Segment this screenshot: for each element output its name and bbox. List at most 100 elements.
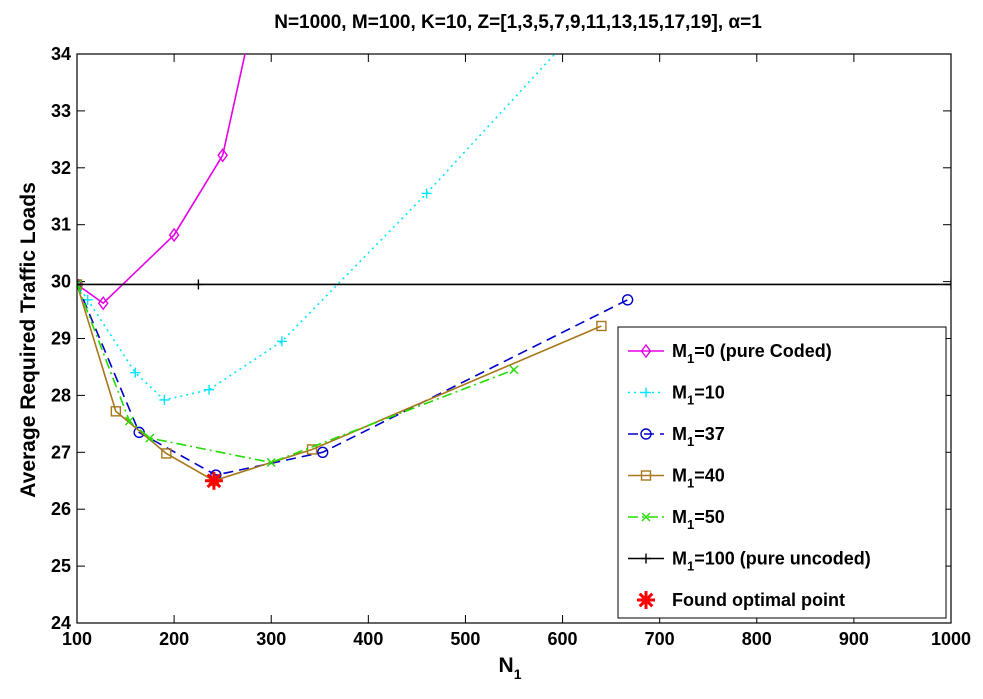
diamond-marker-shape — [77, 277, 83, 292]
data-point — [621, 294, 634, 306]
legend-label-sub: 1 — [687, 559, 694, 574]
legend-marker — [641, 553, 651, 564]
data-point — [77, 279, 82, 289]
data-point — [110, 406, 122, 417]
x-marker-b — [145, 433, 155, 443]
y-tick-label: 30 — [51, 272, 71, 292]
data-point — [124, 416, 134, 426]
series-5 — [77, 279, 951, 290]
legend-label-sub: 1 — [687, 517, 694, 532]
legend-label: M1=10 — [672, 383, 725, 408]
legend-label-main: M — [672, 341, 687, 361]
x-marker-b — [124, 416, 134, 426]
optimal-point-marker — [204, 471, 223, 490]
x-axis-title-main: N — [499, 654, 514, 677]
y-tick-label: 31 — [51, 215, 71, 235]
y-tick-label: 26 — [51, 499, 71, 519]
data-point — [77, 277, 83, 292]
square-marker-shape — [596, 320, 607, 332]
series-line — [77, 54, 556, 401]
legend-marker — [640, 470, 652, 481]
x-marker-b — [509, 365, 519, 375]
legend-label: M1=37 — [672, 424, 725, 449]
x-tick-label: 300 — [256, 629, 286, 649]
circle-marker-shape — [621, 294, 634, 306]
data-point — [97, 296, 109, 311]
x-axis-title: N1 — [499, 654, 522, 682]
series-1 — [77, 54, 556, 405]
legend-entry: Found optimal point — [637, 590, 845, 610]
y-tick-label: 32 — [51, 158, 71, 178]
y-tick-label: 24 — [51, 613, 71, 633]
legend-label-main: M — [672, 466, 687, 486]
circle-marker-shape — [316, 446, 329, 458]
data-point — [130, 367, 141, 378]
y-tick-label: 34 — [51, 44, 71, 64]
y-tick-label: 28 — [51, 385, 71, 405]
legend-box — [617, 326, 947, 619]
data-point — [193, 279, 204, 290]
data-point — [946, 279, 951, 290]
data-point — [596, 320, 607, 332]
y-tick-label: 29 — [51, 329, 71, 349]
legend-marker — [641, 387, 651, 398]
data-point — [77, 279, 82, 290]
legend-label-rest: =50 — [694, 507, 725, 527]
x-tick-label: 400 — [353, 629, 383, 649]
series-line — [77, 284, 602, 482]
data-point — [159, 394, 170, 405]
x-tick-label: 700 — [645, 629, 675, 649]
legend-label: M1=40 — [672, 466, 725, 491]
data-point — [276, 336, 287, 347]
series-4 — [77, 279, 519, 468]
data-point — [145, 433, 155, 443]
y-tick-label: 33 — [51, 101, 71, 121]
series-line — [77, 284, 515, 464]
x-tick-label: 600 — [548, 629, 578, 649]
y-tick-label: 27 — [51, 442, 71, 462]
series-0 — [77, 54, 246, 311]
data-point — [509, 365, 519, 375]
square-marker-shape — [640, 470, 652, 481]
data-point — [316, 446, 329, 458]
star-marker-d2 — [638, 592, 654, 608]
x-tick-label: 900 — [839, 629, 869, 649]
data-point — [421, 188, 432, 199]
data-point — [217, 148, 229, 163]
diamond-marker-shape — [217, 148, 229, 163]
legend-marker — [641, 512, 651, 522]
legend-marker — [640, 343, 652, 359]
legend-marker — [640, 428, 652, 440]
legend-label: M1=50 — [672, 507, 725, 532]
legend-label-rest: =0 (pure Coded) — [694, 341, 832, 361]
legend-label-main: M — [672, 549, 687, 569]
legend-entry: M1=10 — [628, 383, 725, 408]
legend-entry: M1=0 (pure Coded) — [628, 341, 832, 366]
legend-label-sub: 1 — [687, 351, 694, 366]
legend-label: M1=0 (pure Coded) — [672, 341, 832, 366]
series-layer — [77, 54, 951, 490]
data-point — [161, 448, 172, 459]
legend-entry: M1=50 — [628, 507, 725, 532]
legend-label-main: M — [672, 424, 687, 444]
series-line — [77, 54, 246, 305]
legend-entry: M1=37 — [628, 424, 725, 449]
chart-title: N=1000, M=100, K=10, Z=[1,3,5,7,9,11,13,… — [274, 12, 762, 33]
legend-label-rest: =10 — [694, 383, 725, 403]
x-axis-title-sub: 1 — [514, 666, 522, 682]
x-marker-b — [266, 458, 276, 468]
legend-label-rest: =100 (pure uncoded) — [694, 549, 871, 569]
diamond-marker-shape — [168, 227, 180, 243]
star-marker-d2 — [206, 473, 222, 489]
x-tick-label: 500 — [450, 629, 480, 649]
legend-label-sub: 1 — [687, 476, 694, 491]
data-point — [266, 458, 276, 468]
x-marker-a — [77, 283, 82, 289]
legend-label-rest: =37 — [694, 424, 725, 444]
diamond-marker-shape — [97, 296, 109, 311]
x-marker-b — [77, 279, 82, 286]
data-point — [82, 294, 93, 305]
legend-entry: M1=40 — [628, 466, 725, 491]
x-tick-label: 100 — [62, 629, 92, 649]
